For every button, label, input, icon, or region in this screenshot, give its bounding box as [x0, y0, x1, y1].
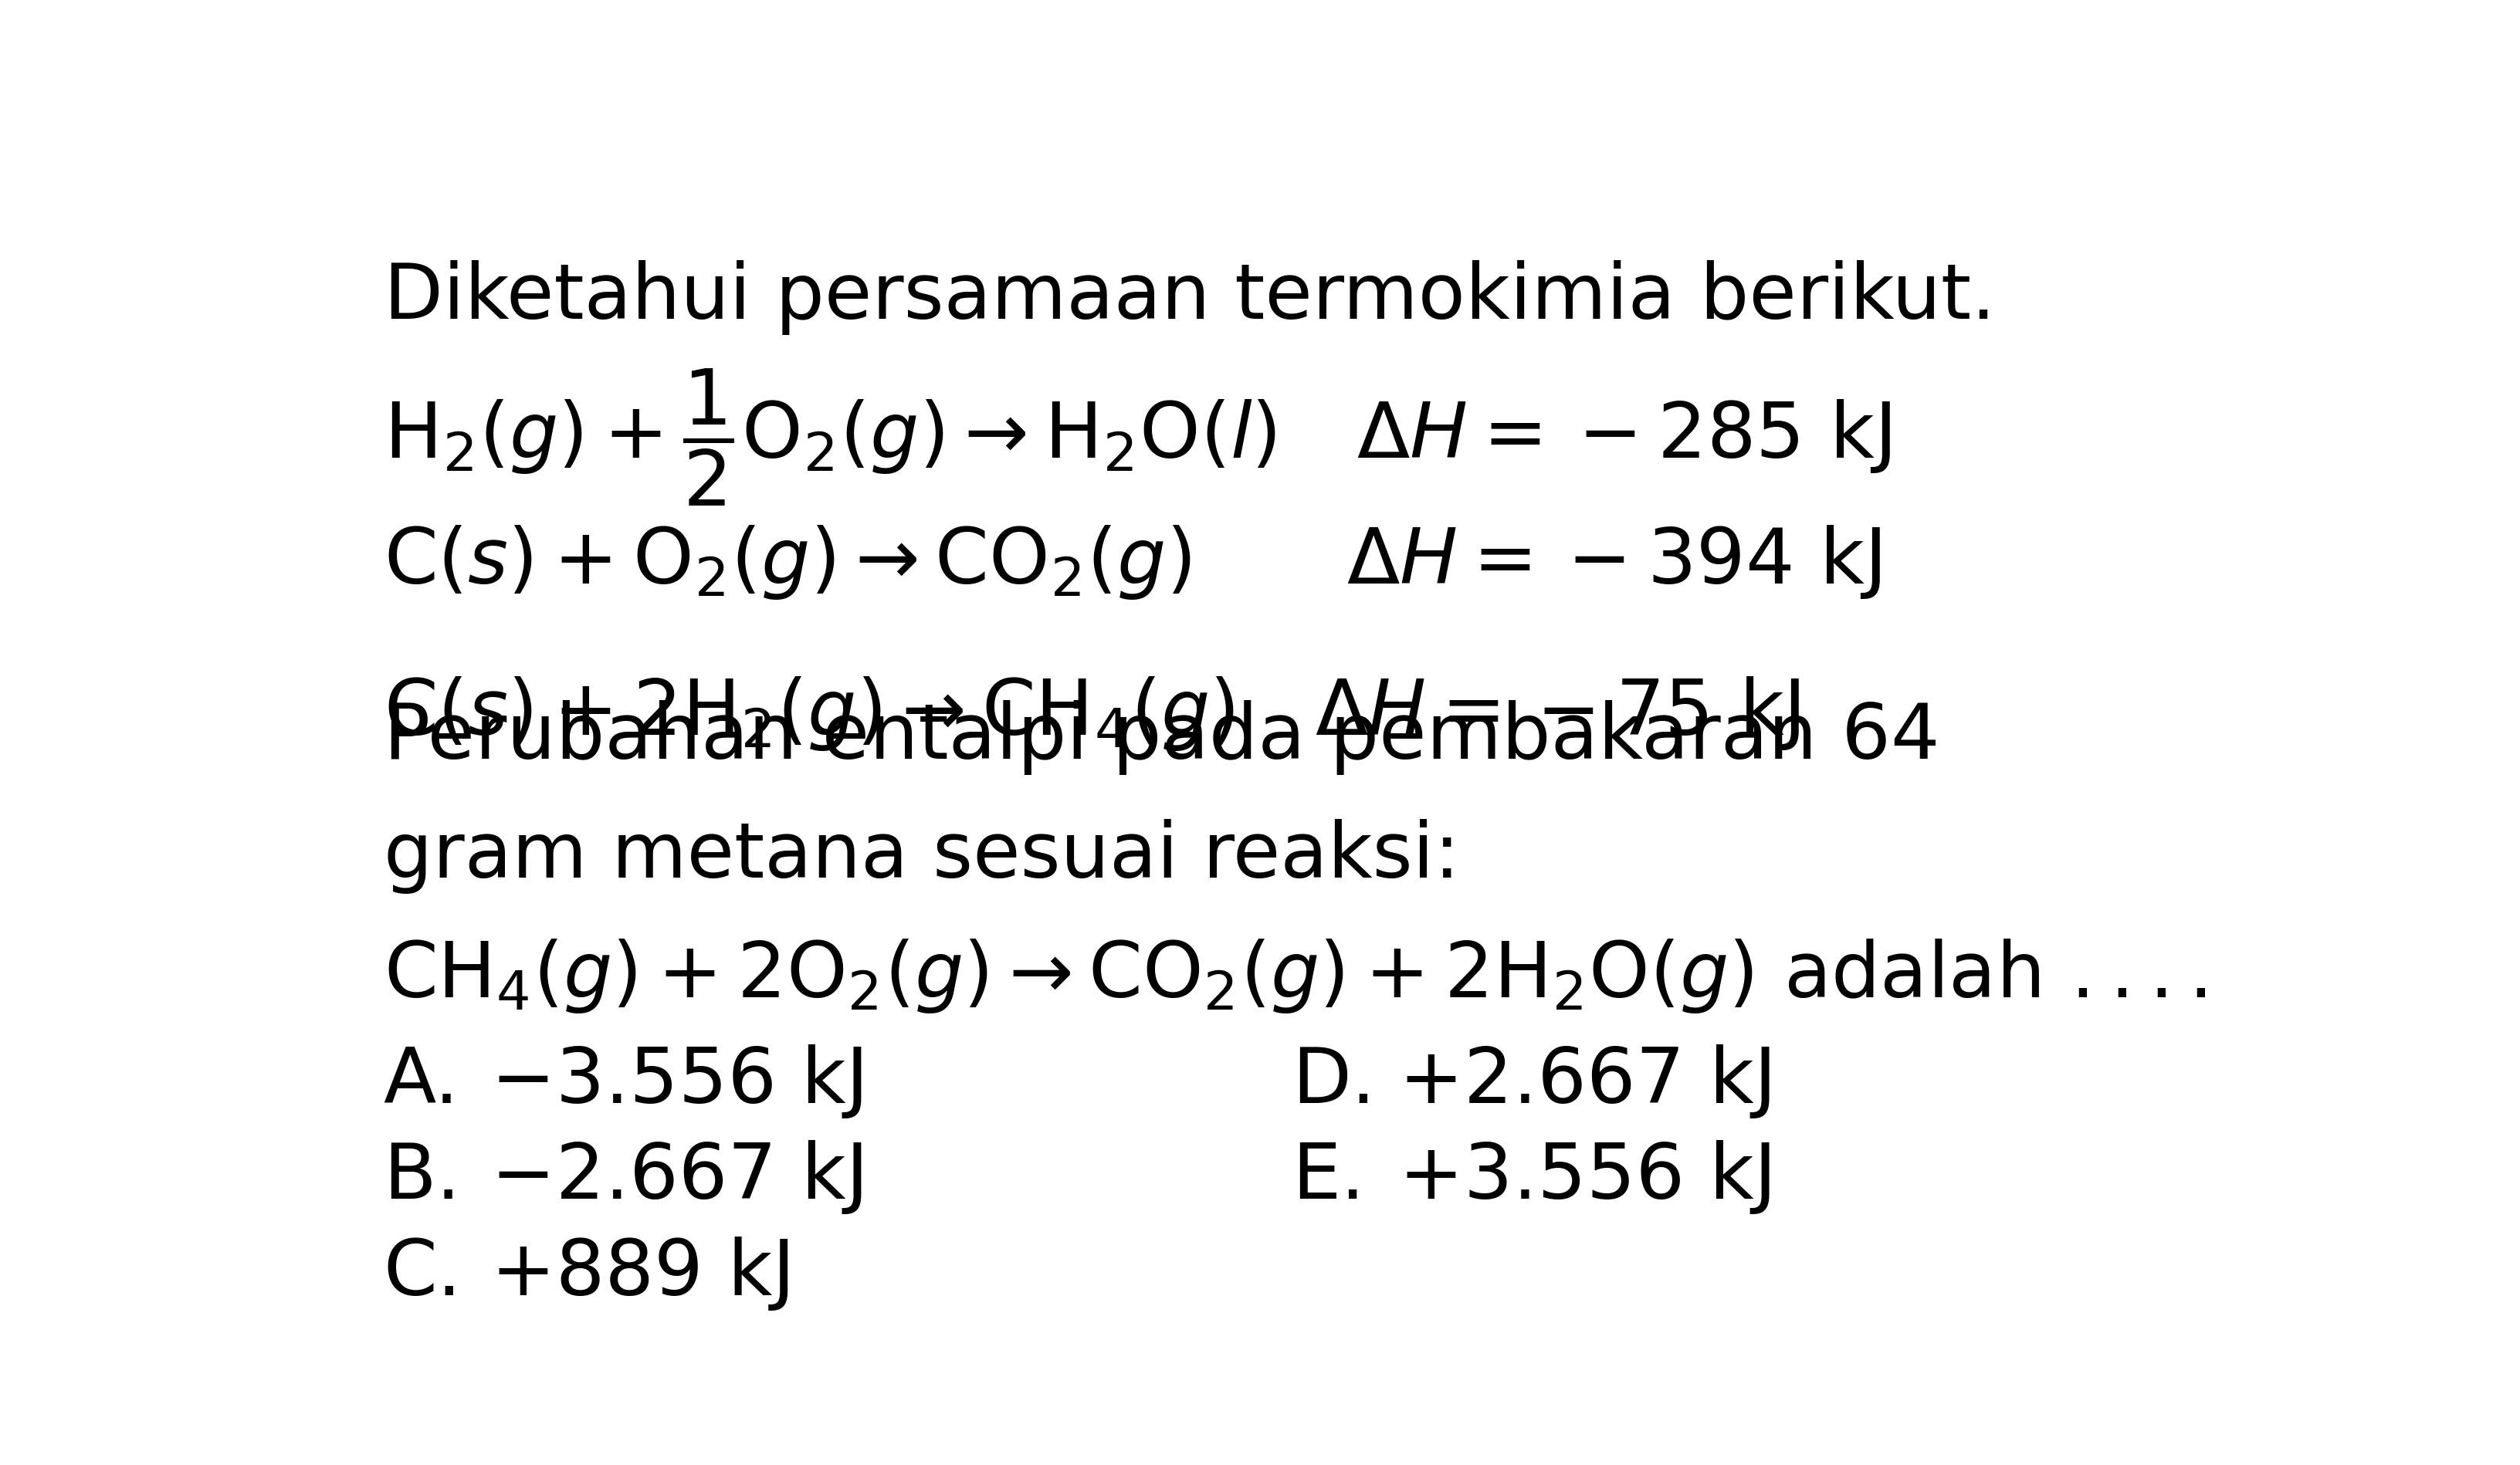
Text: $\rm H_2(\mathit{g}) + \dfrac{1}{2}O_2(\mathit{g}) \rightarrow H_2O(\mathit{l})\: $\rm H_2(\mathit{g}) + \dfrac{1}{2}O_2(\… [383, 368, 1890, 508]
Text: E.: E. [1290, 1140, 1366, 1214]
Text: D.: D. [1290, 1045, 1376, 1119]
Text: B.: B. [383, 1140, 461, 1214]
Text: Perubahan entalpi pada pembakaran 64: Perubahan entalpi pada pembakaran 64 [383, 700, 1940, 775]
Text: C.: C. [383, 1236, 461, 1311]
Text: Diketahui persamaan termokimia berikut.: Diketahui persamaan termokimia berikut. [383, 261, 1996, 335]
Text: +3.556 kJ: +3.556 kJ [1399, 1140, 1777, 1214]
Text: $\rm C(\mathit{s}) + 2H_2(\mathit{g}) \rightarrow CH_4(\mathit{g}) \quad \Delta : $\rm C(\mathit{s}) + 2H_2(\mathit{g}) \r… [383, 674, 1799, 753]
Text: A.: A. [383, 1045, 459, 1119]
Text: +2.667 kJ: +2.667 kJ [1399, 1045, 1777, 1119]
Text: −2.667 kJ: −2.667 kJ [491, 1140, 869, 1214]
Text: $\rm C(\mathit{s}) + O_2(\mathit{g}) \rightarrow CO_2(\mathit{g}) \qquad \Delta : $\rm C(\mathit{s}) + O_2(\mathit{g}) \ri… [383, 523, 1880, 601]
Text: −3.556 kJ: −3.556 kJ [491, 1045, 869, 1119]
Text: gram metana sesuai reaksi:: gram metana sesuai reaksi: [383, 819, 1459, 894]
Text: $\rm CH_4(\mathit{g}) + 2O_2(\mathit{g}) \rightarrow CO_2(\mathit{g}) + 2H_2O(\m: $\rm CH_4(\mathit{g}) + 2O_2(\mathit{g})… [383, 938, 2205, 1015]
Text: +889 kJ: +889 kJ [491, 1236, 794, 1311]
